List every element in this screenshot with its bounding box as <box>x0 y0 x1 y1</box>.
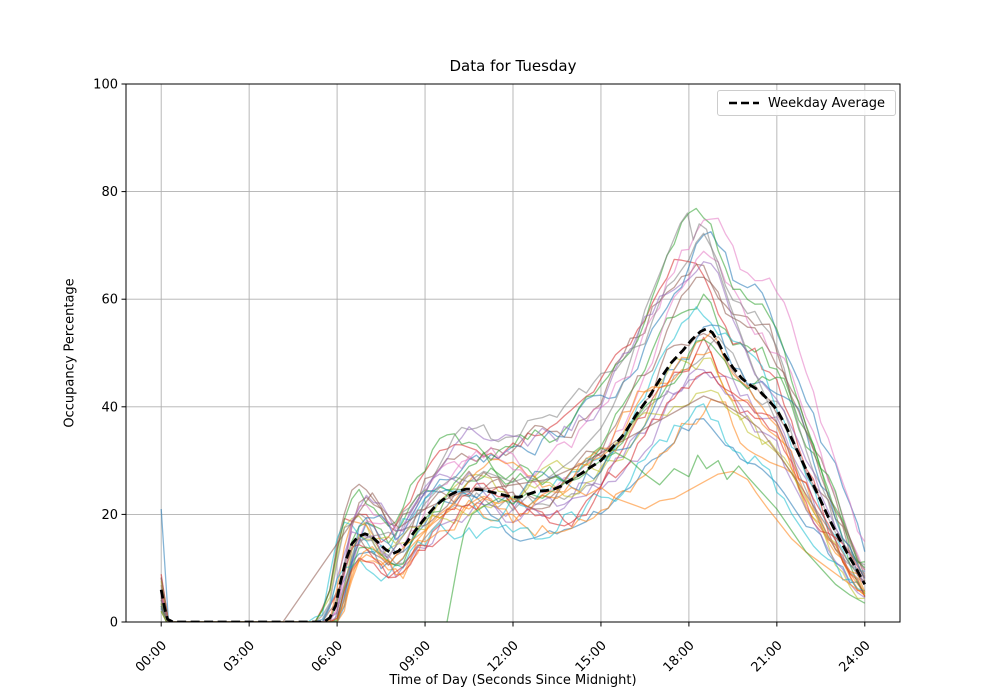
svg-text:00:00: 00:00 <box>133 638 170 675</box>
svg-text:18:00: 18:00 <box>661 638 698 675</box>
svg-text:100: 100 <box>93 78 118 93</box>
svg-text:12:00: 12:00 <box>485 638 522 675</box>
legend-label: Weekday Average <box>768 95 886 111</box>
svg-text:60: 60 <box>101 293 118 308</box>
y-axis-label: Occupancy Percentage <box>62 278 78 428</box>
svg-text:0: 0 <box>110 616 118 631</box>
svg-text:40: 40 <box>101 400 118 415</box>
svg-text:06:00: 06:00 <box>309 638 346 675</box>
svg-text:21:00: 21:00 <box>749 638 786 675</box>
svg-text:03:00: 03:00 <box>221 638 258 675</box>
svg-text:20: 20 <box>101 508 118 523</box>
chart-title: Data for Tuesday <box>449 57 577 75</box>
x-axis-label: Time of Day (Seconds Since Midnight) <box>389 673 637 688</box>
svg-text:15:00: 15:00 <box>573 638 610 675</box>
dashed-line-icon <box>729 101 759 105</box>
svg-text:09:00: 09:00 <box>397 638 434 675</box>
legend: Weekday Average <box>717 90 897 116</box>
svg-text:80: 80 <box>101 185 118 200</box>
svg-text:24:00: 24:00 <box>837 638 874 675</box>
